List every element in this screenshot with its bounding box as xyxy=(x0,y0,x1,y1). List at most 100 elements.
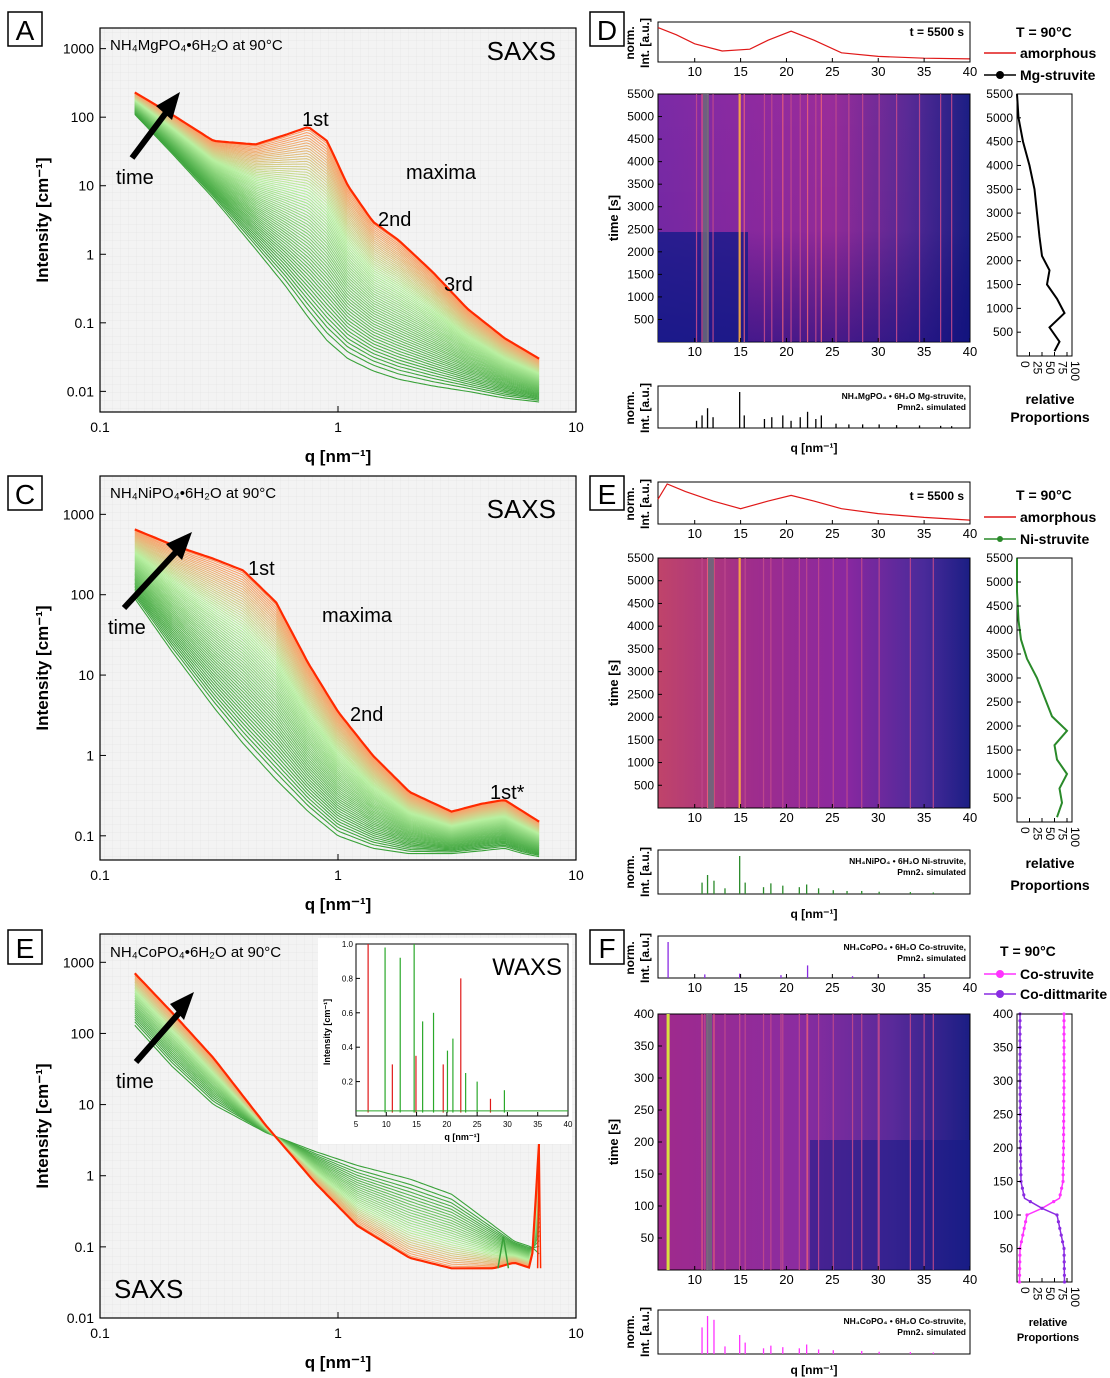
dittmarite-marker xyxy=(1018,1133,1023,1137)
struvite-marker xyxy=(1062,1019,1066,1023)
side-x-tick-label: 100 xyxy=(1068,827,1082,847)
struvite-marker xyxy=(1024,1220,1028,1224)
panel-d-bottom-ylabel-1: norm. xyxy=(623,391,637,424)
y-tick-label: 250 xyxy=(634,1103,654,1117)
saxs-curve xyxy=(134,986,540,1263)
panel-d-top-ylabel-1: norm. xyxy=(623,26,637,59)
inset-y-tick-label: 0.2 xyxy=(342,1078,354,1087)
y-tick-label: 400 xyxy=(993,1007,1013,1021)
panel-c-time-label: time xyxy=(108,617,146,639)
saxs-curve xyxy=(134,573,540,845)
saxs-curve xyxy=(134,96,540,369)
x-tick-label: 10 xyxy=(687,810,701,825)
side-x-tick-label: 0 xyxy=(1018,827,1032,834)
saxs-curve xyxy=(134,111,540,398)
panel-e-right-side-plot xyxy=(1016,557,1073,823)
saxs-curve xyxy=(134,572,540,845)
saxs-curve xyxy=(134,1006,540,1255)
dittmarite-marker xyxy=(1018,1092,1022,1096)
y-tick-label: 3000 xyxy=(627,665,654,679)
panel-e-right-side-curve xyxy=(1016,558,1069,818)
dittmarite-marker xyxy=(1018,1126,1022,1130)
saxs-curve xyxy=(134,997,540,1258)
y-tick-label: 3500 xyxy=(627,642,654,656)
panel-d-sim-peaks xyxy=(695,392,953,428)
y-tick-label: 3000 xyxy=(986,206,1013,220)
saxs-curve xyxy=(134,545,540,831)
dittmarite-marker xyxy=(1018,1032,1022,1036)
dittmarite-marker xyxy=(1018,1072,1022,1076)
saxs-curve xyxy=(134,102,540,381)
dittmarite-marker xyxy=(1020,1186,1024,1190)
y-tick-label: 4000 xyxy=(627,619,654,633)
saxs-curve xyxy=(134,109,540,394)
y-tick-label: 5500 xyxy=(627,551,654,565)
saxs-curve xyxy=(134,550,540,834)
saxs-curve xyxy=(134,586,540,852)
x-tick-label: 30 xyxy=(871,344,885,359)
panel-f-legend-struvite: Co-struvite xyxy=(1020,966,1094,982)
inset-y-tick-label: 0.6 xyxy=(342,1009,354,1018)
panel-e-left-ylabel: Intensity [cm⁻¹] xyxy=(33,1063,52,1188)
saxs-curve xyxy=(134,94,540,364)
x-tick-label: 15 xyxy=(733,1272,747,1287)
saxs-curve xyxy=(134,559,540,838)
saxs-curve xyxy=(134,537,540,827)
saxs-curve xyxy=(134,110,540,395)
panel-f-top-peaks xyxy=(667,942,925,978)
panel-a-annotation-maxima: maxima xyxy=(406,162,477,184)
saxs-curve xyxy=(134,566,540,842)
x-tick-label: 25 xyxy=(825,810,839,825)
panel-f-side-label-2: Proportions xyxy=(1017,1332,1079,1344)
panel-e-right-heatmap xyxy=(657,557,971,809)
waxs-inset-technique: WAXS xyxy=(492,954,562,981)
panel-f-bottom-plot xyxy=(657,1309,971,1355)
saxs-curve xyxy=(134,564,540,841)
side-x-tick-label: 50 xyxy=(1043,361,1057,375)
dittmarite-marker xyxy=(1056,1220,1060,1224)
panel-f-bottom-ylabel-1: norm. xyxy=(623,1315,637,1348)
x-tick-label: 1 xyxy=(334,419,342,435)
panel-d-side-plot xyxy=(1016,93,1073,357)
saxs-curve xyxy=(134,103,540,383)
saxs-curve xyxy=(134,540,540,828)
panel-a: A 0.01 0.1 1 10 100 1000 0.1 1 10 NH₄MgPO₄•6H₂O… xyxy=(7,11,584,466)
panel-e-left-xticks: 0.1 1 10 xyxy=(90,1312,584,1341)
panel-a-annotation-3rd: 3rd xyxy=(444,274,473,296)
struvite-marker xyxy=(1061,1159,1065,1163)
panel-d: D t = 5500 s norm. Int. [a.u.] 10 15 20 25 3… xyxy=(589,11,1096,455)
panel-a-xlabel: q [nm⁻¹] xyxy=(305,447,372,466)
struvite-marker xyxy=(1062,1045,1066,1050)
saxs-curve xyxy=(134,532,540,825)
saxs-curve xyxy=(134,549,540,833)
panel-e-right-side-label-2: Proportions xyxy=(1010,877,1090,893)
saxs-curve xyxy=(134,100,540,376)
y-tick-label: 50 xyxy=(641,1231,655,1245)
y-tick-label: 100 xyxy=(993,1208,1013,1222)
panel-e-left-yticks: 0.01 0.1 1 10 100 1000 xyxy=(63,954,106,1326)
struvite-marker xyxy=(1061,1166,1065,1170)
x-tick-label: 0.1 xyxy=(90,419,110,435)
panel-f-blue-patch xyxy=(810,1140,970,1270)
y-tick-label: 3000 xyxy=(627,200,654,214)
y-tick-label: 4500 xyxy=(986,135,1013,149)
y-tick-label: 3500 xyxy=(627,177,654,191)
y-tick-label: 5000 xyxy=(627,574,654,588)
y-tick-label: 500 xyxy=(634,312,654,326)
x-tick-label: 25 xyxy=(825,64,839,79)
saxs-curve xyxy=(134,555,540,836)
x-tick-label: 10 xyxy=(568,1325,584,1341)
saxs-curve xyxy=(134,1018,540,1250)
panel-c-curves xyxy=(134,528,540,858)
saxs-curve xyxy=(134,582,540,850)
panel-f-side-label-1: relative xyxy=(1029,1317,1068,1329)
dittmarite-marker xyxy=(1018,1106,1022,1110)
dittmarite-marker xyxy=(1018,1019,1022,1023)
panel-e-right-heat-lines xyxy=(701,558,934,808)
y-tick-label: 10 xyxy=(78,667,94,683)
saxs-curve xyxy=(134,1004,540,1256)
x-tick-label: 35 xyxy=(917,64,931,79)
panel-c-ylabel: Intensity [cm⁻¹] xyxy=(33,605,52,730)
x-tick-label: 1 xyxy=(334,1325,342,1341)
